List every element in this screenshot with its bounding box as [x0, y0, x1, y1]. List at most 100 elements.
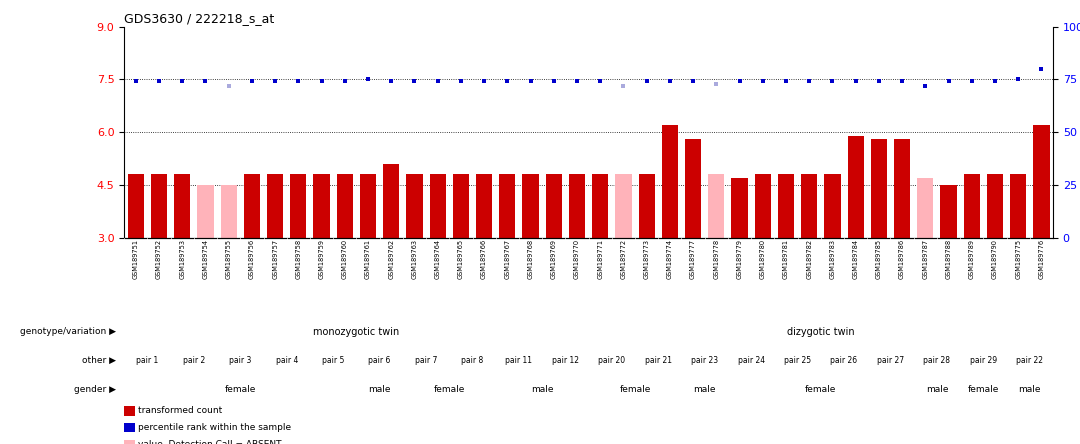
Text: pair 22: pair 22	[1016, 356, 1043, 365]
Bar	[569, 174, 585, 238]
Text: GSM189779: GSM189779	[737, 239, 743, 279]
Text: pair 7: pair 7	[415, 356, 437, 365]
Text: GSM189765: GSM189765	[458, 239, 464, 279]
Text: GSM189763: GSM189763	[411, 239, 418, 279]
Text: GSM189755: GSM189755	[226, 239, 232, 279]
Bar	[848, 135, 864, 238]
Text: pair 21: pair 21	[645, 356, 672, 365]
Bar	[383, 164, 400, 238]
Bar	[198, 185, 214, 238]
Bar	[127, 174, 144, 238]
Text: pair 3: pair 3	[229, 356, 252, 365]
Text: female: female	[968, 385, 999, 394]
Text: male: male	[926, 385, 948, 394]
Bar	[360, 174, 376, 238]
Bar	[337, 174, 353, 238]
Text: pair 26: pair 26	[831, 356, 858, 365]
Text: GSM189756: GSM189756	[248, 239, 255, 279]
Text: pair 27: pair 27	[877, 356, 904, 365]
Text: GSM189781: GSM189781	[783, 239, 789, 279]
Text: pair 20: pair 20	[598, 356, 625, 365]
Bar	[545, 174, 562, 238]
Text: transformed count: transformed count	[138, 406, 222, 415]
Bar	[244, 174, 260, 238]
Text: GSM189764: GSM189764	[434, 239, 441, 279]
Text: gender ▶: gender ▶	[73, 385, 116, 394]
Text: dizygotic twin: dizygotic twin	[787, 327, 854, 337]
Bar	[291, 174, 307, 238]
Text: GSM189760: GSM189760	[341, 239, 348, 279]
Bar	[1034, 125, 1050, 238]
Text: GSM189752: GSM189752	[156, 239, 162, 279]
Text: GSM189751: GSM189751	[133, 239, 139, 279]
Bar	[174, 174, 190, 238]
Bar	[592, 174, 608, 238]
Text: GSM189783: GSM189783	[829, 239, 836, 279]
Text: GSM189788: GSM189788	[945, 239, 951, 279]
Text: male: male	[368, 385, 391, 394]
Bar	[476, 174, 492, 238]
Text: value, Detection Call = ABSENT: value, Detection Call = ABSENT	[138, 440, 282, 444]
Bar	[662, 125, 678, 238]
Text: monozygotic twin: monozygotic twin	[313, 327, 400, 337]
Text: pair 23: pair 23	[691, 356, 718, 365]
Text: female: female	[225, 385, 256, 394]
Text: female: female	[805, 385, 837, 394]
Text: GSM189787: GSM189787	[922, 239, 929, 279]
Text: pair 8: pair 8	[461, 356, 484, 365]
Bar	[824, 174, 840, 238]
Text: GDS3630 / 222218_s_at: GDS3630 / 222218_s_at	[124, 12, 274, 25]
Bar	[616, 174, 632, 238]
Bar	[801, 174, 818, 238]
Bar	[151, 174, 167, 238]
Text: GSM189784: GSM189784	[852, 239, 859, 279]
Text: GSM189776: GSM189776	[1038, 239, 1044, 279]
Bar	[685, 139, 701, 238]
Bar	[220, 185, 237, 238]
Text: pair 29: pair 29	[970, 356, 997, 365]
Text: GSM189772: GSM189772	[620, 239, 626, 279]
Text: GSM189754: GSM189754	[202, 239, 208, 279]
Text: genotype/variation ▶: genotype/variation ▶	[19, 327, 116, 337]
Bar	[987, 174, 1003, 238]
Text: GSM189786: GSM189786	[899, 239, 905, 279]
Bar	[941, 185, 957, 238]
Bar	[755, 174, 771, 238]
Text: GSM189758: GSM189758	[295, 239, 301, 279]
Bar	[963, 174, 980, 238]
Bar	[870, 139, 887, 238]
Bar	[499, 174, 515, 238]
Text: pair 12: pair 12	[552, 356, 579, 365]
Text: pair 1: pair 1	[136, 356, 159, 365]
Bar	[313, 174, 329, 238]
Text: pair 2: pair 2	[183, 356, 205, 365]
Text: female: female	[619, 385, 651, 394]
Text: GSM189766: GSM189766	[481, 239, 487, 279]
Text: pair 25: pair 25	[784, 356, 811, 365]
Bar	[430, 174, 446, 238]
Bar	[638, 174, 654, 238]
Bar	[708, 174, 725, 238]
Text: other ▶: other ▶	[82, 356, 116, 365]
Text: GSM189782: GSM189782	[806, 239, 812, 279]
Text: female: female	[433, 385, 465, 394]
Text: pair 11: pair 11	[505, 356, 532, 365]
Text: GSM189785: GSM189785	[876, 239, 882, 279]
Text: GSM189777: GSM189777	[690, 239, 697, 279]
Bar	[778, 174, 794, 238]
Text: pair 6: pair 6	[368, 356, 391, 365]
Text: pair 28: pair 28	[923, 356, 950, 365]
Text: male: male	[531, 385, 553, 394]
Text: GSM189753: GSM189753	[179, 239, 186, 279]
Text: GSM189759: GSM189759	[319, 239, 325, 279]
Bar	[894, 139, 910, 238]
Text: GSM189769: GSM189769	[551, 239, 557, 279]
Text: male: male	[693, 385, 716, 394]
Text: GSM189778: GSM189778	[713, 239, 719, 279]
Bar	[731, 178, 747, 238]
Text: pair 24: pair 24	[738, 356, 765, 365]
Bar	[917, 178, 933, 238]
Text: GSM189757: GSM189757	[272, 239, 279, 279]
Bar	[406, 174, 422, 238]
Text: GSM189774: GSM189774	[666, 239, 673, 279]
